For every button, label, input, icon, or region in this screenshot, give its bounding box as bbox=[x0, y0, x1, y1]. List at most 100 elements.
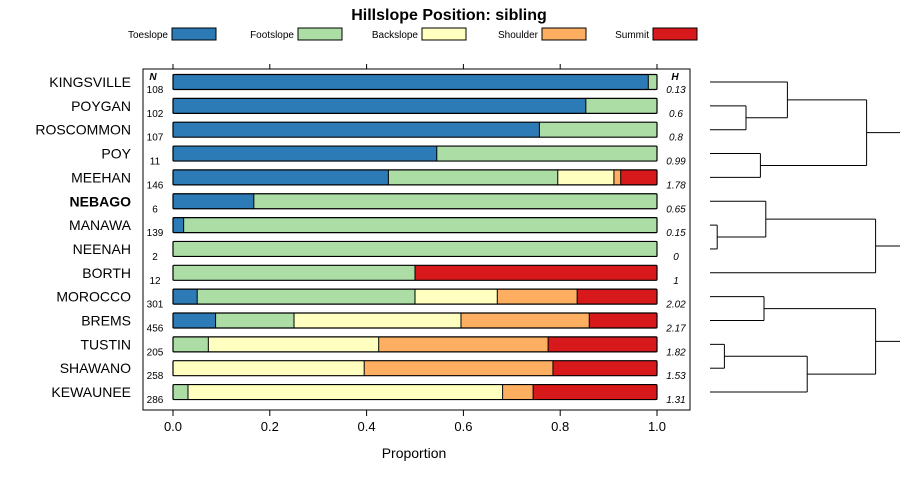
bar-segment-kingsville-footslope bbox=[648, 74, 657, 90]
n-value-manawa: 139 bbox=[147, 228, 164, 239]
x-tick-label: 1.0 bbox=[648, 419, 666, 434]
n-value-poy: 11 bbox=[150, 157, 161, 168]
bar-segment-nebago-footslope bbox=[253, 193, 657, 209]
plot-panel-border bbox=[142, 68, 691, 411]
h-value-meehan: 1.78 bbox=[666, 180, 686, 191]
bar-outline-shawano bbox=[172, 360, 658, 377]
bar-outline-neenah bbox=[172, 240, 658, 258]
x-tick-label: 0.6 bbox=[454, 419, 472, 434]
h-value-roscommon: 0.8 bbox=[669, 133, 683, 144]
h-value-manawa: 0.15 bbox=[666, 228, 686, 239]
bar-outline-morocco bbox=[172, 288, 658, 305]
legend-label-backslope: Backslope bbox=[372, 30, 419, 41]
bar-segment-kewaunee-backslope bbox=[188, 384, 503, 400]
legend-label-toeslope: Toeslope bbox=[128, 30, 168, 41]
x-tick-label: 0.8 bbox=[551, 419, 569, 434]
row-label-shawano: SHAWANO bbox=[60, 360, 131, 376]
n-value-borth: 12 bbox=[149, 276, 161, 287]
h-value-kingsville: 0.13 bbox=[666, 85, 686, 96]
bar-segment-poygan-toeslope bbox=[173, 98, 586, 114]
row-label-manawa: MANAWA bbox=[69, 217, 132, 233]
bar-outline-borth bbox=[172, 264, 658, 281]
n-value-tustin: 205 bbox=[147, 347, 164, 358]
bar-outline-meehan bbox=[172, 169, 658, 186]
h-value-nebago: 0.65 bbox=[666, 204, 686, 215]
row-label-brems: BREMS bbox=[81, 313, 131, 329]
bar-outline-manawa bbox=[172, 217, 658, 234]
bar-segment-kingsville-toeslope bbox=[173, 74, 649, 90]
row-label-poy: POY bbox=[101, 146, 131, 162]
bar-segment-roscommon-toeslope bbox=[173, 122, 540, 138]
row-label-kingsville: KINGSVILLE bbox=[49, 74, 131, 90]
bar-outline-kewaunee bbox=[172, 383, 658, 401]
bar-segment-manawa-toeslope bbox=[173, 217, 184, 233]
h-value-tustin: 1.82 bbox=[666, 347, 686, 358]
bar-segment-tustin-shoulder bbox=[378, 336, 549, 352]
bar-segment-kewaunee-shoulder bbox=[502, 384, 534, 400]
bar-outline-tustin bbox=[172, 336, 658, 353]
h-value-brems: 2.17 bbox=[665, 324, 686, 335]
bar-segment-shawano-backslope bbox=[173, 360, 365, 376]
row-label-nebago: NEBAGO bbox=[70, 193, 132, 209]
bar-segment-shawano-shoulder bbox=[364, 360, 553, 376]
legend-label-summit: Summit bbox=[615, 30, 649, 41]
bar-outline-nebago bbox=[172, 193, 658, 210]
row-label-neenah: NEENAH bbox=[73, 241, 131, 257]
bar-segment-tustin-footslope bbox=[173, 336, 209, 352]
h-value-poy: 0.99 bbox=[666, 157, 686, 168]
bar-segment-meehan-shoulder bbox=[613, 169, 621, 185]
row-label-morocco: MOROCCO bbox=[56, 289, 131, 305]
n-value-meehan: 146 bbox=[147, 180, 164, 191]
n-column-header: N bbox=[149, 72, 157, 83]
bar-segment-poy-footslope bbox=[436, 146, 657, 162]
legend: Toeslope Footslope Backslope Shoulder Summit bbox=[128, 27, 698, 41]
bar-segment-brems-summit bbox=[589, 313, 657, 328]
bar-segment-morocco-shoulder bbox=[497, 289, 578, 305]
n-value-kewaunee: 286 bbox=[147, 395, 164, 406]
h-value-neenah: 0 bbox=[673, 252, 679, 263]
legend-label-footslope: Footslope bbox=[250, 30, 294, 41]
bar-segment-borth-footslope bbox=[173, 265, 415, 281]
legend-swatch-toeslope bbox=[171, 27, 217, 41]
bar-segment-roscommon-footslope bbox=[539, 122, 657, 138]
legend-swatch-summit bbox=[652, 27, 698, 41]
bar-segment-kewaunee-footslope bbox=[173, 384, 189, 400]
row-label-meehan: MEEHAN bbox=[71, 169, 131, 185]
legend-swatch-shoulder bbox=[541, 27, 587, 41]
bar-segment-tustin-summit bbox=[548, 336, 657, 352]
bar-outline-brems bbox=[172, 312, 658, 329]
legend-swatch-backslope bbox=[421, 27, 467, 41]
bar-outline-poygan bbox=[172, 97, 658, 114]
bar-segment-neenah-footslope bbox=[173, 241, 657, 257]
bar-outline-roscommon bbox=[172, 121, 658, 138]
bar-segment-kewaunee-summit bbox=[533, 384, 657, 400]
x-tick-label: 0.4 bbox=[358, 419, 376, 434]
bar-segment-borth-summit bbox=[415, 265, 657, 281]
bar-segment-morocco-backslope bbox=[415, 289, 498, 305]
bar-segment-meehan-backslope bbox=[557, 169, 614, 185]
n-value-roscommon: 107 bbox=[147, 133, 164, 144]
legend-label-shoulder: Shoulder bbox=[498, 30, 539, 41]
row-label-borth: BORTH bbox=[82, 265, 131, 281]
bar-segment-morocco-toeslope bbox=[173, 289, 198, 305]
bar-segment-nebago-toeslope bbox=[173, 193, 254, 209]
h-value-poygan: 0.6 bbox=[669, 109, 683, 120]
n-value-shawano: 258 bbox=[147, 371, 164, 382]
x-tick-label: 0.2 bbox=[261, 419, 279, 434]
n-value-neenah: 2 bbox=[152, 252, 158, 263]
h-value-borth: 1 bbox=[673, 276, 679, 287]
n-value-brems: 456 bbox=[147, 324, 164, 335]
n-value-nebago: 6 bbox=[152, 204, 158, 215]
bar-segment-brems-footslope bbox=[215, 313, 294, 328]
bar-segment-meehan-summit bbox=[620, 169, 657, 185]
n-value-poygan: 102 bbox=[147, 109, 164, 120]
row-label-kewaunee: KEWAUNEE bbox=[51, 384, 131, 400]
n-value-morocco: 301 bbox=[147, 300, 164, 311]
bar-segment-tustin-backslope bbox=[208, 336, 379, 352]
row-label-roscommon: ROSCOMMON bbox=[35, 122, 131, 138]
row-label-tustin: TUSTIN bbox=[80, 336, 131, 352]
x-axis-label: Proportion bbox=[382, 445, 447, 461]
